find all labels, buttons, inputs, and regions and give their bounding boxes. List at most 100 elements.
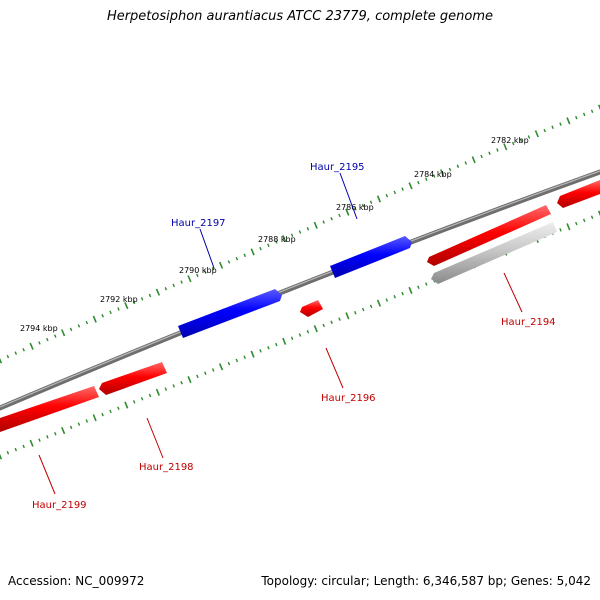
- inner-track-major-tick: [187, 376, 192, 384]
- outer-track-minor-tick: [259, 246, 262, 251]
- outer-track-minor-tick: [338, 213, 341, 218]
- inner-track-minor-tick: [227, 361, 231, 366]
- outer-track-minor-tick: [425, 177, 428, 182]
- inner-track-major-tick: [597, 210, 600, 217]
- gene-label-haur-2196[interactable]: Haur_2196: [321, 393, 376, 404]
- outer-track-minor-tick: [117, 307, 120, 311]
- outer-track-major-tick: [503, 143, 508, 151]
- gene-arrow-haur-2194-pseudo[interactable]: [431, 222, 557, 284]
- outer-track-minor-tick: [14, 351, 18, 355]
- inner-track-major-tick: [29, 439, 34, 447]
- gene-arrow-haur-2199[interactable]: [0, 386, 99, 432]
- outer-track-minor-tick: [172, 283, 175, 288]
- outer-track-minor-tick: [38, 341, 41, 345]
- accession-label: Accession: NC_009972: [8, 574, 145, 588]
- outer-track-minor-tick: [53, 334, 57, 338]
- inner-track-major-tick: [218, 363, 224, 371]
- outer-track-minor-tick: [496, 148, 499, 152]
- inner-track-minor-tick: [14, 447, 18, 452]
- inner-track-minor-tick: [235, 358, 239, 363]
- outer-track-minor-tick: [85, 320, 89, 325]
- inner-track-minor-tick: [243, 355, 246, 360]
- outer-track-minor-tick: [330, 217, 333, 221]
- inner-track-minor-tick: [101, 412, 104, 417]
- inner-track-minor-tick: [204, 371, 207, 375]
- outer-track-minor-tick: [69, 327, 73, 332]
- inner-track-minor-tick: [354, 310, 357, 315]
- inner-track-minor-tick: [77, 422, 81, 426]
- outer-track-minor-tick: [464, 161, 468, 165]
- inner-track-minor-tick: [180, 381, 183, 385]
- gene-label-haur-2198[interactable]: Haur_2198: [139, 462, 194, 473]
- gene-label-haur-2199[interactable]: Haur_2199: [32, 500, 87, 511]
- inner-track-minor-tick: [338, 317, 341, 321]
- inner-track-minor-tick: [425, 282, 428, 286]
- outer-track-minor-tick: [203, 270, 207, 274]
- outer-track-major-tick: [29, 342, 34, 350]
- inner-track-minor-tick: [164, 387, 168, 391]
- inner-track-minor-tick: [590, 215, 594, 219]
- outer-track-minor-tick: [101, 314, 104, 318]
- outer-track-minor-tick: [361, 203, 365, 208]
- outer-track-minor-tick: [235, 256, 239, 261]
- inner-track-minor-tick: [401, 291, 404, 296]
- inner-track-minor-tick: [132, 400, 136, 404]
- gene-label-haur-2195[interactable]: Haur_2195: [310, 162, 365, 173]
- inner-track-minor-tick: [211, 368, 215, 372]
- outer-track-minor-tick: [109, 310, 112, 315]
- outer-track-minor-tick: [227, 260, 231, 264]
- outer-track-minor-tick: [132, 300, 136, 304]
- inner-track-minor-tick: [275, 342, 278, 347]
- outer-track-minor-tick: [46, 337, 49, 342]
- outer-track-major-tick: [408, 182, 413, 190]
- outer-track-major-tick: [440, 169, 445, 177]
- inner-track-major-tick: [0, 453, 3, 460]
- gene-arrow-haur-2197[interactable]: [178, 289, 282, 338]
- leader-line-haur-2195: [339, 172, 358, 220]
- inner-track-minor-tick: [322, 323, 325, 328]
- gene-arrow-haur-2194[interactable]: [427, 205, 551, 266]
- gene-arrow-haur-2198[interactable]: [99, 362, 167, 395]
- outer-track-minor-tick: [511, 141, 515, 146]
- outer-track-minor-tick: [582, 112, 586, 117]
- outer-track-minor-tick: [298, 230, 302, 234]
- inner-track-minor-tick: [417, 285, 420, 289]
- outer-track-minor-tick: [306, 226, 310, 231]
- outer-track-minor-tick: [551, 125, 554, 130]
- inner-track-minor-tick: [22, 444, 25, 449]
- gene-arrow-haur-2195[interactable]: [330, 236, 412, 278]
- inner-track-minor-tick: [196, 374, 199, 379]
- inner-track-minor-tick: [559, 228, 562, 232]
- outer-track-minor-tick: [401, 187, 404, 191]
- leader-line-haur-2198: [146, 417, 164, 459]
- outer-track-major-tick: [471, 156, 476, 164]
- tick-label-2794: 2794 kbp: [20, 324, 58, 333]
- outer-track-major-tick: [218, 261, 224, 269]
- outer-track-minor-tick: [140, 297, 144, 301]
- gene-arrow-offscreen-right[interactable]: [557, 180, 600, 208]
- outer-track-minor-tick: [480, 154, 483, 159]
- outer-track-minor-tick: [417, 180, 420, 185]
- outer-track-major-tick: [376, 195, 382, 203]
- inner-track-minor-tick: [259, 349, 262, 353]
- gene-arrow-haur-2196[interactable]: [300, 300, 323, 317]
- inner-track-minor-tick: [575, 221, 578, 226]
- tick-label-2782: 2782 kbp: [491, 136, 529, 145]
- inner-track-minor-tick: [172, 384, 175, 388]
- outer-tick-track: [0, 104, 600, 364]
- tick-label-2786: 2786 kbp: [336, 203, 374, 212]
- tick-label-2788: 2788 kbp: [258, 235, 296, 244]
- gene-label-haur-2197[interactable]: Haur_2197: [171, 218, 226, 229]
- inner-track-minor-tick: [69, 425, 73, 430]
- inner-track-major-tick: [282, 337, 287, 345]
- outer-track-minor-tick: [290, 233, 294, 238]
- inner-track-minor-tick: [290, 336, 294, 340]
- gene-label-haur-2194[interactable]: Haur_2194: [501, 317, 556, 328]
- outer-track-minor-tick: [164, 287, 168, 291]
- leader-line-haur-2196: [325, 347, 344, 389]
- leader-line-haur-2199: [38, 454, 56, 495]
- outer-track-major-tick: [566, 117, 571, 125]
- inner-track-minor-tick: [582, 218, 586, 223]
- outer-track-major-tick: [282, 235, 287, 243]
